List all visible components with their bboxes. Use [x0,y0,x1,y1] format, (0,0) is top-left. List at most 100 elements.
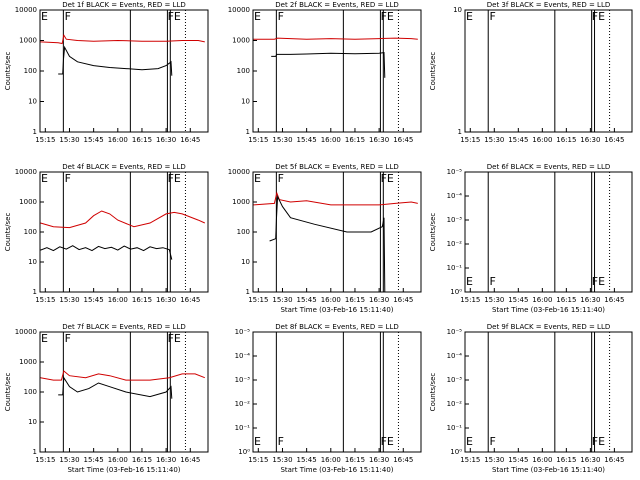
y-axis-label: Counts/sec [429,213,437,252]
plot-frame [39,171,209,293]
annotation: E [254,435,261,448]
panel-title: Det 1f BLACK = Events, RED = LLD [62,1,185,9]
series-line [253,191,418,206]
annotation: F [65,172,71,185]
plot-frame [252,171,422,293]
y-tick-label: 10000 [15,328,37,336]
annotation: F [278,10,284,23]
y-tick-label: 1 [458,128,462,136]
annotation: E [254,172,261,185]
annotation: E [466,435,473,448]
y-tick-label: 1000 [19,358,37,366]
panel-title: Det 2f BLACK = Events, RED = LLD [275,1,398,9]
annotation: F [278,435,284,448]
x-tick-label: 16:45 [180,456,200,464]
y-tick-label: 10 [241,258,250,266]
y-tick-label: 1 [33,288,37,296]
x-tick-label: 16:30 [580,296,600,304]
y-tick-label: 10⁻¹ [447,264,463,272]
series-line [40,370,205,381]
x-tick-label: 16:45 [393,296,413,304]
x-tick-label: 15:45 [84,296,104,304]
x-tick-label: 15:30 [272,136,292,144]
x-tick-label: 16:45 [180,136,200,144]
series-line [58,376,173,399]
x-tick-label: 16:30 [156,456,176,464]
y-tick-label: 10 [453,6,462,14]
x-tick-label: 16:15 [132,296,152,304]
y-tick-label: 1 [33,128,37,136]
x-tick-label: 15:15 [248,296,268,304]
annotation: F [65,10,71,23]
y-tick-label: 10⁰ [238,448,250,456]
x-axis-label: Start Time (03-Feb-16 15:11:40) [492,306,605,314]
x-tick-label: 15:30 [484,136,504,144]
annotation: FE [168,332,181,345]
y-axis-label: Counts/sec [4,213,12,252]
y-tick-label: 100 [24,388,37,396]
x-tick-label: 15:30 [59,296,79,304]
y-axis-label: Counts/sec [429,52,437,91]
plot-frame [252,9,422,133]
x-tick-label: 16:30 [580,136,600,144]
annotation: F [65,332,71,345]
x-axis-label: Start Time (03-Feb-16 15:11:40) [280,466,393,474]
annotation: F [489,10,495,23]
x-tick-label: 16:45 [604,296,624,304]
annotation: FE [381,10,394,23]
x-tick-label: 16:15 [132,136,152,144]
x-tick-label: 16:00 [321,296,341,304]
x-axis-label: Start Time (03-Feb-16 15:11:40) [280,306,393,314]
x-tick-label: 16:00 [321,456,341,464]
y-tick-label: 10000 [228,168,250,176]
x-tick-label: 15:45 [84,456,104,464]
plot-frame [39,331,209,453]
annotation: FE [381,435,394,448]
plot-frame [464,171,633,293]
x-tick-label: 16:00 [108,296,128,304]
x-tick-label: 15:45 [508,296,528,304]
x-tick-label: 16:45 [604,456,624,464]
plot-frame [464,331,633,453]
x-tick-label: 15:45 [84,136,104,144]
x-tick-label: 15:15 [35,296,55,304]
y-tick-label: 10⁻² [447,240,463,248]
x-tick-label: 15:45 [297,456,317,464]
x-axis-label: Start Time (03-Feb-16 15:11:40) [67,466,180,474]
x-tick-label: 15:15 [248,136,268,144]
plot-frame [39,9,209,133]
annotation: F [278,172,284,185]
x-tick-label: 16:45 [393,136,413,144]
panel-title: Det 5f BLACK = Events, RED = LLD [275,163,398,171]
x-tick-label: 16:00 [321,136,341,144]
y-tick-label: 10⁻³ [447,376,463,384]
annotation: E [41,172,48,185]
annotation: F [489,275,495,288]
x-tick-label: 16:30 [580,456,600,464]
x-tick-label: 15:15 [460,296,480,304]
x-tick-label: 16:45 [180,296,200,304]
x-axis-label: Start Time (03-Feb-16 15:11:40) [492,466,605,474]
x-tick-label: 16:00 [532,296,552,304]
y-tick-label: 10⁻⁵ [447,168,463,176]
x-tick-label: 15:30 [59,136,79,144]
x-tick-label: 15:30 [272,456,292,464]
x-tick-label: 15:15 [35,456,55,464]
x-tick-label: 16:30 [369,456,389,464]
x-tick-label: 15:45 [297,296,317,304]
y-axis-label: Counts/sec [4,52,12,91]
y-tick-label: 10⁻⁴ [235,352,251,360]
y-tick-label: 10 [241,98,250,106]
plot-frame [252,331,422,453]
y-tick-label: 10000 [15,168,37,176]
y-tick-label: 10⁰ [450,448,462,456]
x-tick-label: 15:15 [35,136,55,144]
y-tick-label: 10 [28,418,37,426]
y-tick-label: 10⁻⁵ [447,328,463,336]
x-tick-label: 15:45 [297,136,317,144]
y-tick-label: 10⁻² [235,400,251,408]
annotation: FE [592,275,605,288]
y-tick-label: 100 [237,67,250,75]
x-tick-label: 16:00 [108,456,128,464]
y-tick-label: 100 [24,67,37,75]
